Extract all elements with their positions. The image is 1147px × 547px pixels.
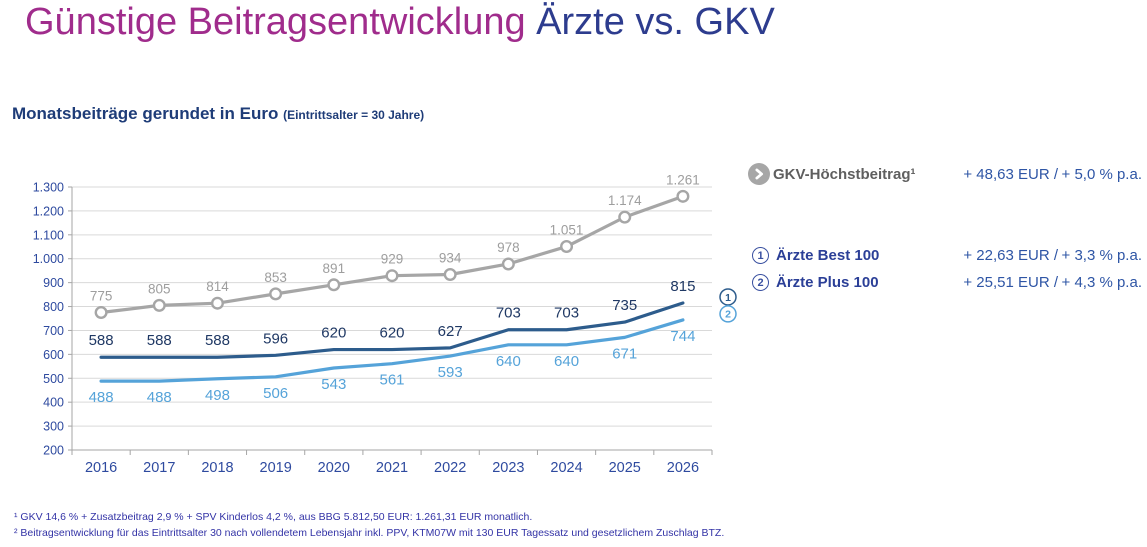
legend-best-eur-value: + 22,63 EUR /	[963, 247, 1058, 264]
svg-text:1.100: 1.100	[33, 228, 64, 242]
svg-text:596: 596	[263, 330, 288, 347]
svg-text:2022: 2022	[434, 460, 466, 476]
svg-text:2024: 2024	[550, 460, 582, 476]
svg-text:2: 2	[725, 309, 731, 321]
page-title: Günstige Beitragsentwicklung Ärzte vs. G…	[25, 1, 775, 44]
svg-text:488: 488	[147, 389, 172, 406]
svg-text:620: 620	[379, 325, 404, 342]
svg-text:1: 1	[725, 292, 731, 304]
svg-text:588: 588	[147, 332, 172, 349]
svg-text:200: 200	[43, 444, 64, 458]
legend-row-aerzte-best: 1 Ärzte Best 100 + 22,63 EUR / + 3,3 % p…	[748, 242, 1142, 269]
legend-series-rows: 1 Ärzte Best 100 + 22,63 EUR / + 3,3 % p…	[748, 242, 1142, 296]
svg-text:735: 735	[612, 297, 637, 314]
svg-text:1.174: 1.174	[608, 193, 642, 208]
svg-text:805: 805	[148, 281, 171, 296]
legend-plus-eur-value: + 25,51 EUR /	[963, 274, 1058, 291]
legend-best-label: Ärzte Best 100	[776, 247, 880, 264]
svg-text:561: 561	[379, 372, 404, 389]
svg-text:1.051: 1.051	[550, 223, 584, 238]
svg-text:2016: 2016	[85, 460, 117, 476]
svg-text:978: 978	[497, 240, 520, 255]
svg-text:2018: 2018	[201, 460, 233, 476]
legend-row-aerzte-plus: 2 Ärzte Plus 100 + 25,51 EUR / + 4,3 % p…	[748, 269, 1142, 296]
legend-gkv-pct-value: + 5,0 % p.a.	[1061, 165, 1142, 183]
page-title-part2: Ärzte vs. GKV	[536, 1, 775, 43]
chart-subtitle-main: Monatsbeiträge gerundet in Euro	[12, 104, 284, 123]
svg-text:588: 588	[205, 332, 230, 349]
legend-plus-pct-value: + 4,3 % p.a.	[1061, 274, 1142, 291]
svg-text:498: 498	[205, 387, 230, 404]
svg-text:640: 640	[554, 353, 579, 370]
svg-text:2017: 2017	[143, 460, 175, 476]
svg-text:640: 640	[496, 353, 521, 370]
svg-text:2025: 2025	[609, 460, 641, 476]
svg-text:853: 853	[264, 270, 287, 285]
legend-row-gkv: GKV-Höchstbeitrag¹ + 48,63 EUR / + 5,0 %…	[748, 162, 1142, 186]
chart-subtitle: Monatsbeiträge gerundet in Euro (Eintrit…	[12, 104, 424, 124]
svg-text:543: 543	[321, 376, 346, 393]
circled-2-icon: 2	[752, 274, 769, 291]
svg-text:2026: 2026	[667, 460, 699, 476]
svg-text:506: 506	[263, 385, 288, 402]
svg-text:1.300: 1.300	[33, 181, 64, 195]
legend-gkv-eur-value: + 48,63 EUR /	[963, 165, 1058, 183]
svg-text:934: 934	[439, 251, 462, 266]
chart-svg: 200 300 400 500 600 700 800 900 1.000 1.100 1.200 1…	[33, 172, 737, 476]
page-title-part1: Günstige Beitragsentwicklung	[25, 1, 537, 43]
chart-subtitle-note: (Eintrittsalter = 30 Jahre)	[283, 108, 425, 122]
circled-1-icon: 1	[752, 247, 769, 264]
svg-text:627: 627	[438, 323, 463, 340]
svg-text:671: 671	[612, 345, 637, 362]
svg-text:2023: 2023	[492, 460, 524, 476]
footnotes: ¹ GKV 14,6 % + Zusatzbeitrag 2,9 % + SPV…	[14, 509, 724, 541]
svg-text:703: 703	[496, 305, 521, 322]
footnote-1: ¹ GKV 14,6 % + Zusatzbeitrag 2,9 % + SPV…	[14, 511, 533, 523]
svg-text:800: 800	[43, 300, 64, 314]
svg-text:600: 600	[43, 348, 64, 362]
svg-text:400: 400	[43, 396, 64, 410]
legend-panel: GKV-Höchstbeitrag¹ + 48,63 EUR / + 5,0 %…	[748, 160, 1142, 296]
svg-text:775: 775	[90, 289, 113, 304]
legend-best-pct-value: + 3,3 % p.a.	[1061, 247, 1142, 264]
line-chart: 200 300 400 500 600 700 800 900 1.000 1.100 1.200 1…	[20, 160, 740, 495]
svg-text:488: 488	[89, 389, 114, 406]
chevron-right-icon	[748, 163, 770, 185]
svg-text:815: 815	[670, 278, 695, 295]
svg-text:2021: 2021	[376, 460, 408, 476]
svg-text:814: 814	[206, 279, 229, 294]
svg-text:929: 929	[381, 252, 404, 267]
svg-text:1.000: 1.000	[33, 252, 64, 266]
svg-text:300: 300	[43, 420, 64, 434]
svg-text:588: 588	[89, 332, 114, 349]
svg-text:1.200: 1.200	[33, 204, 64, 218]
svg-text:2020: 2020	[318, 460, 350, 476]
legend-plus-label: Ärzte Plus 100	[776, 274, 879, 291]
svg-text:620: 620	[321, 325, 346, 342]
footnote-2: ² Beitragsentwicklung für das Eintrittsa…	[14, 527, 725, 539]
svg-text:500: 500	[43, 372, 64, 386]
svg-text:593: 593	[438, 364, 463, 381]
svg-text:1.261: 1.261	[666, 172, 700, 187]
legend-gkv-label: GKV-Höchstbeitrag¹	[773, 165, 916, 183]
svg-text:891: 891	[323, 261, 346, 276]
svg-text:744: 744	[670, 328, 695, 345]
svg-text:703: 703	[554, 305, 579, 322]
svg-text:700: 700	[43, 324, 64, 338]
svg-text:2019: 2019	[260, 460, 292, 476]
svg-text:900: 900	[43, 276, 64, 290]
